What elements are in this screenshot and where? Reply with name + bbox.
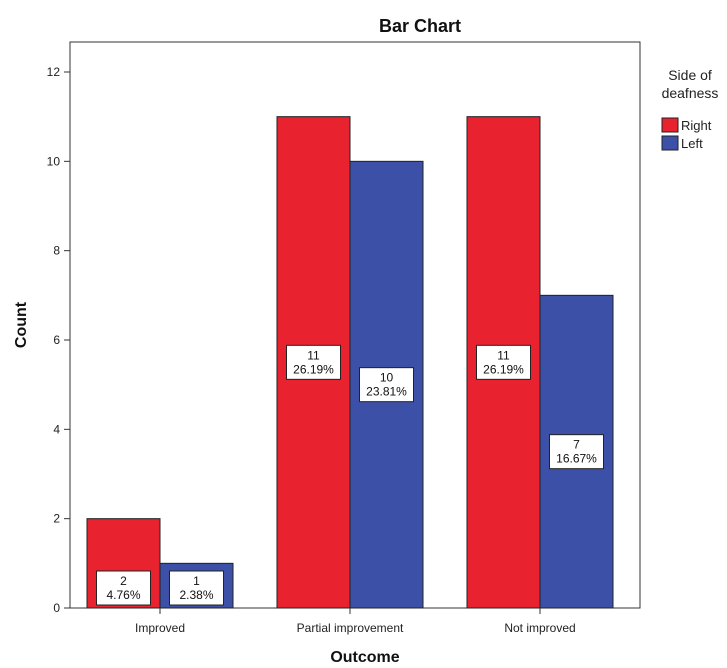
y-tick-label: 8 xyxy=(53,244,60,258)
y-tick-label: 12 xyxy=(47,65,61,79)
legend: Side of deafness Right Left xyxy=(661,67,719,151)
data-label-count: 11 xyxy=(307,348,320,362)
data-label-box xyxy=(476,344,531,380)
data-label-box xyxy=(286,344,341,380)
legend-label-right: Right xyxy=(681,118,712,133)
x-axis: Improved Partial improvement Not improved xyxy=(135,608,576,635)
x-tick-label: Not improved xyxy=(504,621,575,635)
data-label: 12.38% xyxy=(169,570,224,606)
data-label-box xyxy=(549,434,604,470)
legend-swatch-right xyxy=(661,117,679,133)
data-label-count: 7 xyxy=(573,438,580,452)
data-label-count: 2 xyxy=(120,574,127,588)
data-label-count: 1 xyxy=(193,574,200,588)
data-label-percent: 26.19% xyxy=(483,362,524,376)
data-label-percent: 26.19% xyxy=(293,362,334,376)
data-label-group: 24.76%12.38%1126.19%1023.81%1126.19%716.… xyxy=(96,344,604,606)
legend-label-left: Left xyxy=(681,136,703,151)
data-label-box xyxy=(359,367,414,403)
y-tick-label: 6 xyxy=(53,333,60,347)
legend-title: Side of xyxy=(668,67,712,83)
data-label-box xyxy=(169,570,224,606)
y-tick-label: 0 xyxy=(53,601,60,615)
data-label-count: 11 xyxy=(497,348,510,362)
data-label: 716.67% xyxy=(549,434,604,470)
data-label-box xyxy=(96,570,151,606)
data-label: 24.76% xyxy=(96,570,151,606)
y-axis: 0 2 4 6 8 10 12 xyxy=(47,65,70,615)
data-label-count: 10 xyxy=(380,371,394,385)
chart-title: Bar Chart xyxy=(379,16,461,36)
y-tick-label: 4 xyxy=(53,422,60,436)
x-tick-label: Improved xyxy=(135,621,185,635)
legend-swatch-left xyxy=(661,135,679,151)
y-tick-label: 2 xyxy=(53,512,60,526)
legend-title: deafness xyxy=(662,85,719,101)
y-tick-label: 10 xyxy=(47,154,61,168)
data-label-percent: 4.76% xyxy=(106,588,140,602)
x-tick-label: Partial improvement xyxy=(297,621,404,635)
data-label-percent: 23.81% xyxy=(366,385,407,399)
data-label-percent: 16.67% xyxy=(556,452,597,466)
data-label-percent: 2.38% xyxy=(179,588,213,602)
y-axis-title: Count xyxy=(13,301,30,348)
x-axis-title: Outcome xyxy=(330,649,399,666)
